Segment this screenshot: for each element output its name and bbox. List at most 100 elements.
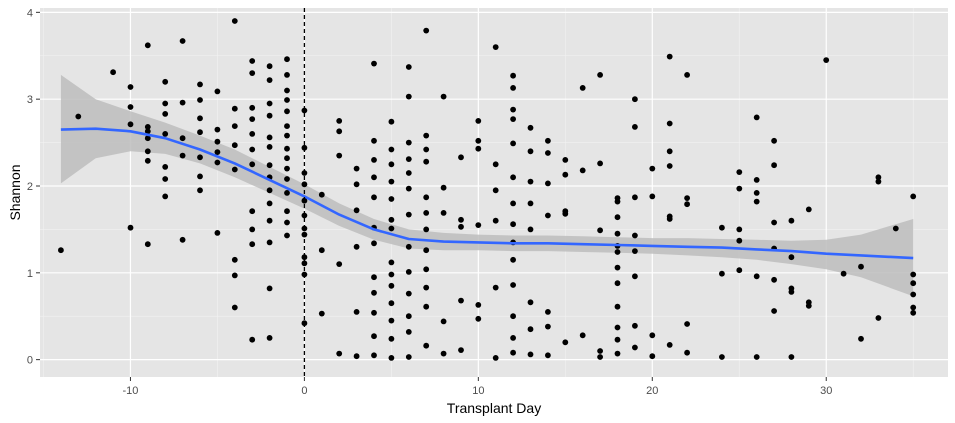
data-point xyxy=(632,344,638,351)
x-tick-label: 0 xyxy=(301,385,307,397)
data-point xyxy=(144,241,151,248)
data-point xyxy=(910,291,917,298)
smooth-line xyxy=(60,127,914,260)
data-point xyxy=(475,222,482,229)
data-point xyxy=(545,212,551,219)
data-point xyxy=(475,145,482,152)
data-point xyxy=(179,152,186,159)
data-point xyxy=(788,289,795,295)
data-point xyxy=(649,353,656,360)
data-point xyxy=(249,208,256,215)
data-point xyxy=(597,160,603,167)
data-point xyxy=(632,96,638,103)
data-point xyxy=(632,322,638,329)
data-point xyxy=(875,174,882,181)
data-point xyxy=(231,272,238,279)
data-point xyxy=(510,200,516,207)
data-point xyxy=(371,157,377,163)
data-point xyxy=(371,137,377,144)
data-point xyxy=(388,178,395,185)
data-point xyxy=(266,187,273,194)
data-point xyxy=(197,129,203,136)
data-point xyxy=(423,146,430,153)
data-point xyxy=(510,256,516,263)
data-point xyxy=(527,299,534,306)
data-point xyxy=(301,212,308,219)
data-point xyxy=(405,243,412,250)
data-point xyxy=(440,318,447,325)
data-point xyxy=(336,261,343,267)
data-point xyxy=(388,196,395,202)
data-point xyxy=(388,300,395,307)
data-point xyxy=(579,332,586,339)
data-point xyxy=(492,161,499,168)
data-point xyxy=(684,195,690,202)
data-point xyxy=(614,214,621,221)
data-point xyxy=(353,243,360,250)
data-point xyxy=(666,342,673,348)
data-point xyxy=(214,230,221,236)
data-point xyxy=(284,176,290,182)
data-point xyxy=(858,263,864,270)
data-point xyxy=(753,114,760,121)
data-point xyxy=(388,216,395,223)
data-point xyxy=(388,335,395,342)
data-point xyxy=(753,177,760,183)
y-tick-label: 2 xyxy=(27,181,33,193)
data-point xyxy=(405,211,412,218)
data-point xyxy=(284,87,290,94)
y-axis-title: Shannon xyxy=(7,164,23,220)
data-point xyxy=(284,232,290,239)
data-point xyxy=(736,267,743,274)
data-point xyxy=(405,139,412,146)
data-point xyxy=(562,210,569,217)
data-point xyxy=(632,273,638,280)
data-point xyxy=(492,187,499,194)
data-point xyxy=(527,148,534,155)
data-point xyxy=(579,167,586,174)
data-point xyxy=(266,77,273,83)
data-point xyxy=(336,152,343,159)
data-point xyxy=(284,132,290,139)
data-point xyxy=(510,349,516,356)
data-point xyxy=(179,236,186,243)
data-point xyxy=(214,126,221,133)
data-point xyxy=(266,200,273,207)
data-point xyxy=(597,227,603,234)
data-point xyxy=(910,309,917,316)
data-point xyxy=(875,178,882,185)
data-point xyxy=(353,165,360,172)
data-point xyxy=(458,154,464,161)
x-tick-label: 20 xyxy=(646,385,658,397)
data-point xyxy=(475,302,482,308)
data-point xyxy=(353,181,360,188)
data-point xyxy=(249,241,256,248)
data-point xyxy=(597,72,603,78)
data-point xyxy=(579,85,586,91)
data-point xyxy=(388,271,395,278)
data-point xyxy=(649,165,656,172)
data-point xyxy=(684,349,690,356)
data-point xyxy=(684,72,690,78)
data-point xyxy=(266,112,273,119)
data-point xyxy=(545,309,551,315)
data-point xyxy=(284,123,290,129)
data-point xyxy=(405,156,412,163)
data-point xyxy=(144,124,151,130)
data-point xyxy=(562,171,569,178)
data-point xyxy=(405,354,412,360)
data-point xyxy=(231,166,238,173)
data-point xyxy=(371,309,377,316)
data-point xyxy=(632,194,638,201)
data-point xyxy=(684,201,690,208)
data-point xyxy=(144,148,151,155)
data-point xyxy=(510,282,516,288)
data-point xyxy=(231,256,238,263)
data-point xyxy=(162,164,169,170)
data-point xyxy=(666,148,673,155)
y-tick-label: 4 xyxy=(27,7,33,19)
data-point xyxy=(162,100,169,107)
data-point xyxy=(162,78,169,85)
confidence-ribbon xyxy=(60,74,914,297)
data-point xyxy=(249,58,256,64)
